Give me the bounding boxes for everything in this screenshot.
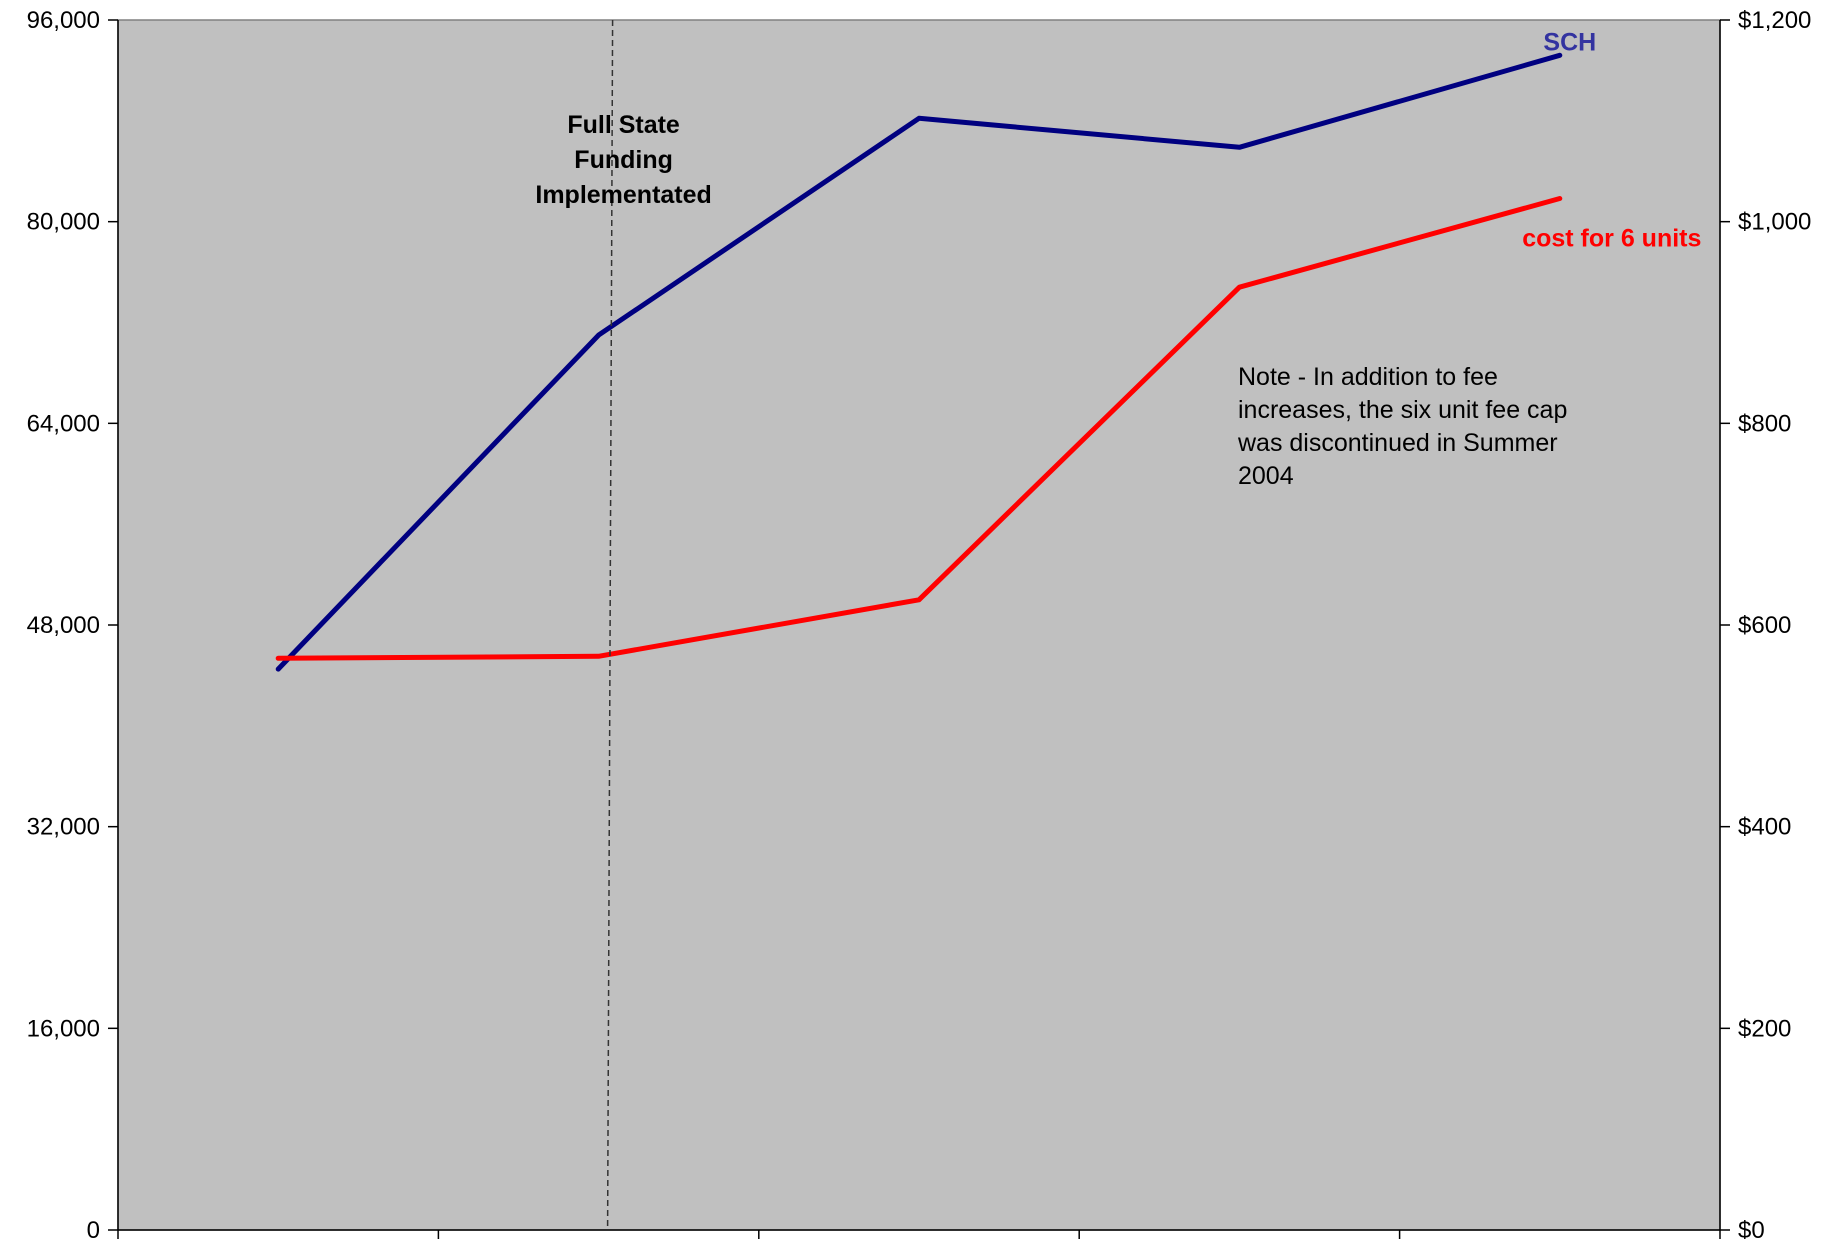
right-tick-label: $400 — [1738, 814, 1791, 841]
note-annotation-line: Note - In addition to fee — [1238, 363, 1498, 391]
x-tick-label: 2003 — [897, 1237, 942, 1239]
annotation-layer: Full State Funding Implementated Note - In … — [535, 19, 1567, 1231]
note-annotation-line: was discontinued in Summer — [1237, 429, 1558, 457]
funding-annotation-line: Funding — [574, 146, 673, 174]
left-tick-label: 0 — [87, 1217, 100, 1239]
x-tick-label: 2005 — [1538, 1237, 1583, 1239]
funding-annotation-line: Implementated — [535, 181, 711, 209]
x-tick-label: 2004 — [1217, 1237, 1262, 1239]
note-annotation-line: increases, the six unit fee cap — [1238, 396, 1567, 424]
left-tick-label: 96,000 — [27, 7, 100, 34]
funding-marker-line — [606, 19, 614, 1231]
x-tick-label: 2001 — [256, 1237, 301, 1239]
right-tick-label: $1,000 — [1738, 209, 1811, 236]
right-tick-label: $600 — [1738, 612, 1791, 639]
x-axis: 2001 2002 2003 2004 2005 — [117, 1229, 1721, 1239]
left-tick-label: 16,000 — [27, 1015, 100, 1042]
plot-area — [117, 19, 1721, 1231]
right-tick-label: $800 — [1738, 410, 1791, 437]
left-axis: 0 16,000 32,000 48,000 64,000 80,000 96,000 — [27, 7, 119, 1239]
left-tick-label: 64,000 — [27, 410, 100, 437]
right-tick-label: $200 — [1738, 1015, 1791, 1042]
right-tick-label: $1,200 — [1738, 7, 1811, 34]
right-axis: $0 $200 $400 $600 $800 $1,000 $1,200 — [1719, 7, 1811, 1239]
note-annotation-line: 2004 — [1238, 462, 1294, 490]
funding-annotation-line: Full State — [567, 111, 680, 139]
left-tick-label: 80,000 — [27, 209, 100, 236]
series-label-sch: SCH — [1543, 28, 1596, 56]
series-label-cost-for-6-units: cost for 6 units — [1522, 224, 1701, 252]
series-layer: SCH cost for 6 units — [275, 28, 1701, 672]
left-tick-label: 48,000 — [27, 612, 100, 639]
left-tick-label: 32,000 — [27, 814, 100, 841]
x-tick-label: 2002 — [576, 1237, 621, 1239]
right-tick-label: $0 — [1738, 1217, 1765, 1239]
